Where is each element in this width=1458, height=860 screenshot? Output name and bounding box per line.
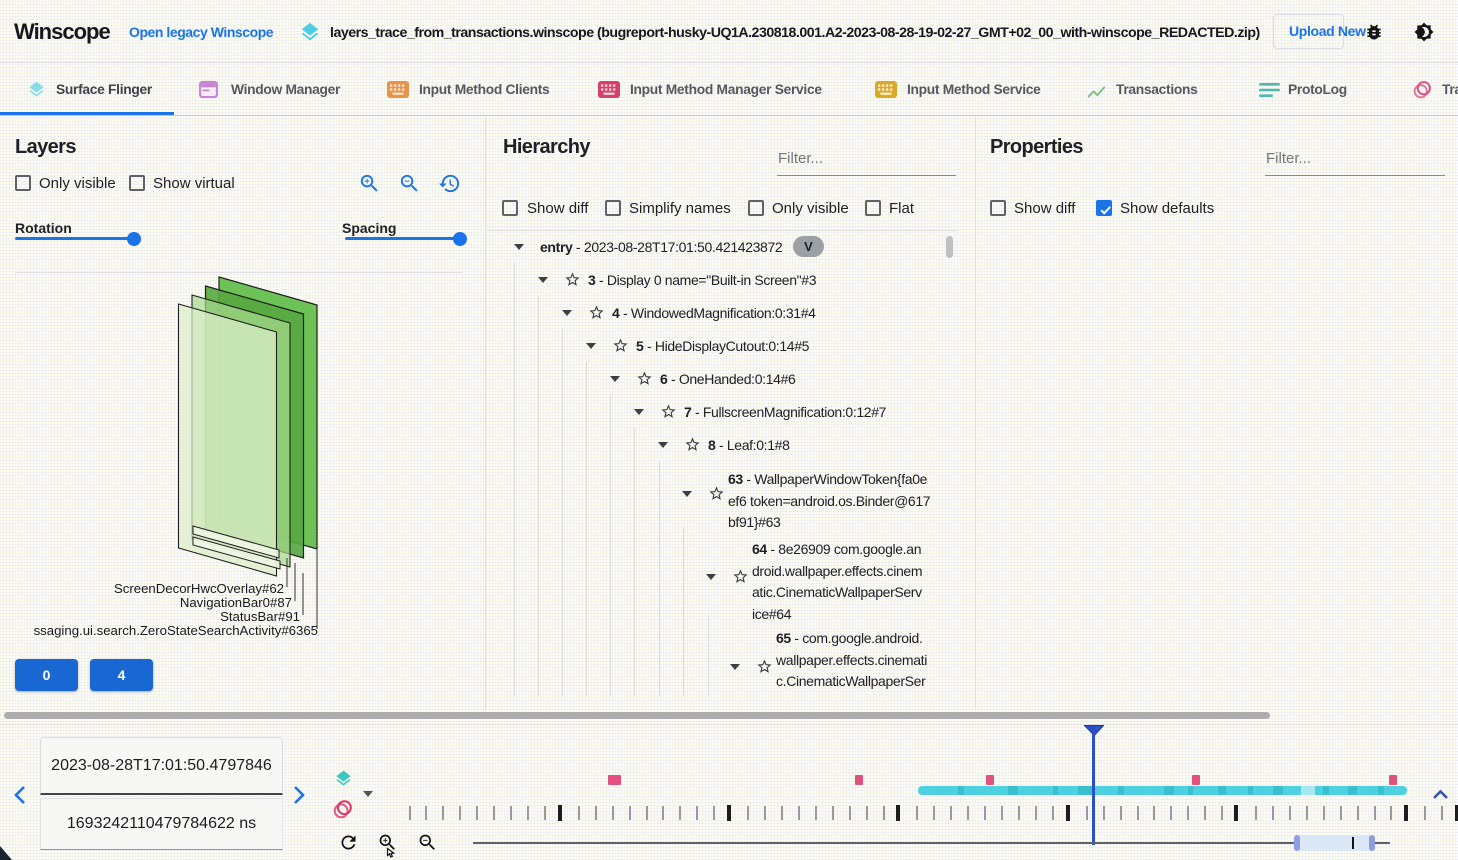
svg-text:ssaging.ui.search.ZeroStateSea: ssaging.ui.search.ZeroStateSearchActivit… bbox=[34, 623, 318, 638]
svg-text:NavigationBar0#87: NavigationBar0#87 bbox=[180, 595, 292, 610]
svg-text:StatusBar#91: StatusBar#91 bbox=[220, 609, 300, 624]
svg-text:ScreenDecorHwcOverlay#62: ScreenDecorHwcOverlay#62 bbox=[114, 581, 284, 596]
